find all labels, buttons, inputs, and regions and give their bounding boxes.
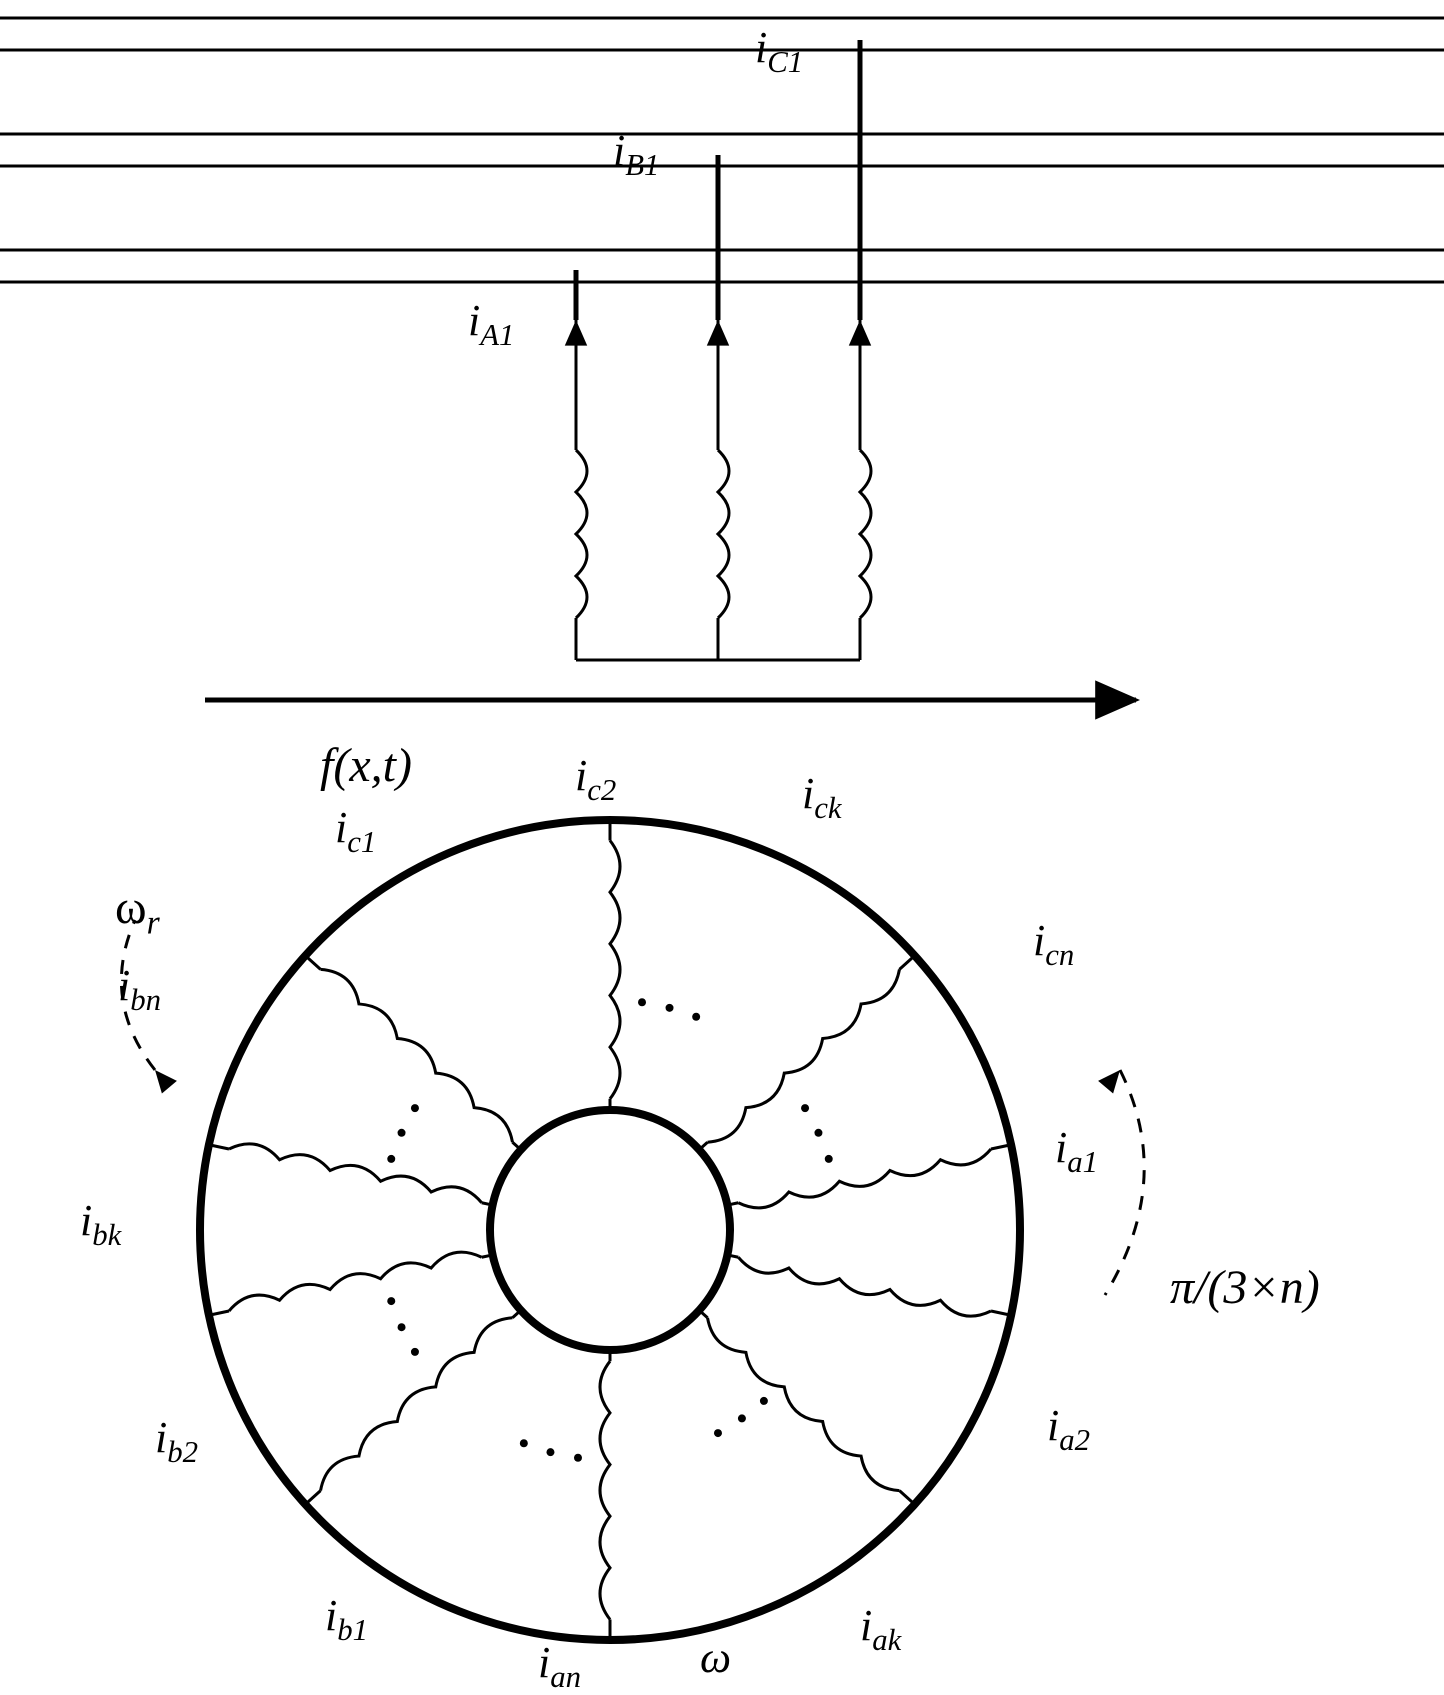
label-ick: ick (802, 768, 842, 826)
label-ic2: ic2 (575, 750, 616, 808)
diagram-svg (0, 0, 1444, 1675)
label-ib1: ib1 (325, 1590, 368, 1648)
label-omega_r: ωr (115, 880, 160, 943)
label-icn: icn (1033, 915, 1074, 973)
label-ibk: ibk (80, 1195, 121, 1253)
label-ian: ian (538, 1637, 581, 1695)
motor-diagram: iA1iB1iC1f(x,t)ic2ic1ickicnia1ia2iakiani… (0, 0, 1444, 1675)
label-iak: iak (860, 1600, 901, 1658)
label-ic1: ic1 (335, 802, 376, 860)
label-ia2: ia2 (1047, 1400, 1090, 1458)
label-ibn: ibn (118, 960, 161, 1018)
label-ia1: ia1 (1055, 1122, 1098, 1180)
label-iC1: iC1 (755, 22, 803, 80)
label-iB1: iB1 (613, 125, 659, 183)
label-omega: ω (700, 1632, 731, 1683)
label-iA1: iA1 (468, 295, 514, 353)
label-angle: π/(3×n) (1170, 1260, 1320, 1315)
label-ib2: ib2 (155, 1412, 198, 1470)
label-fxt: f(x,t) (320, 738, 412, 793)
